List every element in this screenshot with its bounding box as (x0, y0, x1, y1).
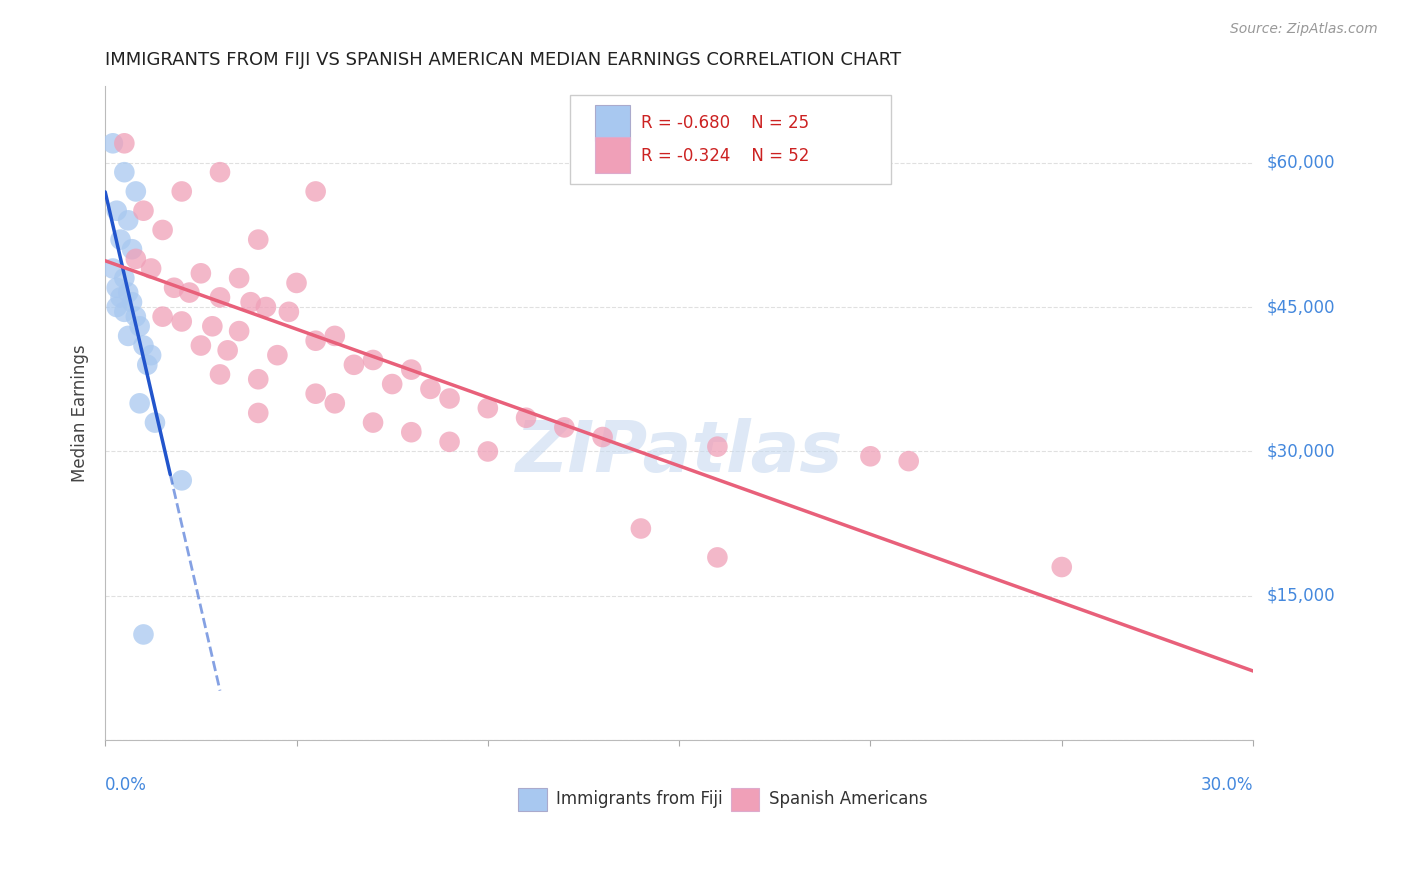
Text: ZIPatlas: ZIPatlas (516, 417, 842, 487)
Point (247, 233, 270, 247)
Point (132, 338, 155, 352)
Point (1050, 560, 1073, 574)
Point (117, 213, 139, 227)
FancyBboxPatch shape (595, 105, 630, 141)
Point (401, 425, 423, 440)
Point (859, 450, 882, 464)
FancyBboxPatch shape (569, 95, 891, 184)
Point (179, 285, 201, 300)
Text: Immigrants from Fiji: Immigrants from Fiji (557, 790, 723, 808)
Point (190, 338, 212, 352)
Point (152, 223, 174, 237)
Point (477, 401, 499, 416)
Point (361, 353, 384, 368)
Point (553, 420, 575, 434)
Point (132, 203, 155, 218)
Point (105, 203, 128, 218)
FancyBboxPatch shape (595, 136, 630, 173)
Point (117, 329, 139, 343)
Point (112, 136, 135, 151)
Point (217, 343, 239, 358)
Point (190, 266, 212, 280)
Point (163, 281, 186, 295)
Point (439, 434, 461, 449)
Point (139, 348, 162, 362)
Point (105, 281, 128, 295)
Point (152, 310, 174, 324)
Text: $60,000: $60,000 (1267, 153, 1336, 171)
Point (247, 406, 270, 420)
Point (117, 285, 139, 300)
Point (706, 440, 728, 454)
Point (401, 362, 423, 376)
Point (125, 310, 148, 324)
Point (305, 185, 328, 199)
Point (121, 242, 143, 256)
Point (439, 392, 461, 406)
Point (101, 261, 124, 276)
Point (361, 416, 384, 430)
FancyBboxPatch shape (731, 789, 759, 811)
Point (228, 271, 250, 285)
Point (110, 290, 132, 304)
Point (139, 261, 162, 276)
Point (630, 522, 652, 536)
Point (208, 368, 231, 382)
Y-axis label: Median Earnings: Median Earnings (72, 344, 89, 482)
Text: R = -0.680    N = 25: R = -0.680 N = 25 (641, 114, 810, 133)
Point (228, 324, 250, 338)
Point (143, 416, 166, 430)
Point (515, 410, 537, 425)
Point (121, 295, 143, 310)
Text: R = -0.324    N = 52: R = -0.324 N = 52 (641, 146, 810, 165)
Point (477, 444, 499, 458)
Point (170, 474, 193, 488)
Point (170, 185, 193, 199)
Point (323, 329, 346, 343)
Point (201, 319, 224, 334)
Point (125, 252, 148, 266)
Point (266, 348, 288, 362)
Point (706, 550, 728, 565)
Point (343, 358, 366, 372)
Text: $45,000: $45,000 (1267, 298, 1336, 316)
Text: $30,000: $30,000 (1267, 442, 1336, 460)
Point (323, 396, 346, 410)
Point (112, 305, 135, 319)
Point (128, 319, 150, 334)
Point (305, 334, 328, 348)
Text: Spanish Americans: Spanish Americans (769, 790, 928, 808)
Point (592, 430, 614, 444)
Point (208, 290, 231, 304)
Point (101, 136, 124, 151)
Point (419, 382, 441, 396)
Point (110, 233, 132, 247)
Point (247, 372, 270, 386)
Point (132, 627, 155, 641)
Point (897, 454, 920, 468)
Text: IMMIGRANTS FROM FIJI VS SPANISH AMERICAN MEDIAN EARNINGS CORRELATION CHART: IMMIGRANTS FROM FIJI VS SPANISH AMERICAN… (105, 51, 901, 69)
Point (305, 386, 328, 401)
Point (208, 165, 231, 179)
Point (285, 276, 308, 290)
Point (254, 300, 277, 314)
Point (170, 314, 193, 328)
Point (112, 165, 135, 179)
Point (105, 300, 128, 314)
Text: 30.0%: 30.0% (1201, 776, 1253, 795)
Point (381, 377, 404, 392)
Point (239, 295, 262, 310)
Point (128, 396, 150, 410)
Point (125, 185, 148, 199)
Text: 0.0%: 0.0% (105, 776, 148, 795)
Point (277, 305, 299, 319)
FancyBboxPatch shape (519, 789, 547, 811)
Text: Source: ZipAtlas.com: Source: ZipAtlas.com (1230, 22, 1378, 37)
Point (112, 271, 135, 285)
Point (136, 358, 159, 372)
Text: $15,000: $15,000 (1267, 587, 1336, 605)
